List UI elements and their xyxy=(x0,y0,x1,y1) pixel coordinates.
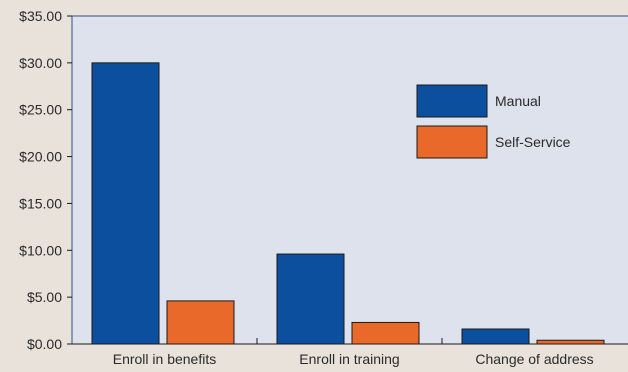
legend: Manual Self-Service xyxy=(416,84,571,159)
y-tick-label: $30.00 xyxy=(19,55,62,71)
y-tick-label: $5.00 xyxy=(27,289,62,305)
legend-swatch-self-service xyxy=(416,125,488,159)
bar-manual-enroll-in-benefits xyxy=(91,62,160,345)
y-tick-label: $10.00 xyxy=(19,242,62,258)
plot-area xyxy=(72,16,628,344)
legend-label: Manual xyxy=(495,93,541,109)
x-tick-label: Enroll in benefits xyxy=(113,351,217,367)
y-tick-label: $0.00 xyxy=(27,336,62,352)
bar-manual-enroll-in-training xyxy=(276,253,345,345)
x-tick-label: Enroll in training xyxy=(299,351,399,367)
bars-group xyxy=(91,62,605,345)
y-tick-label: $20.00 xyxy=(19,149,62,165)
legend-label: Self-Service xyxy=(495,134,571,150)
y-tick-label: $25.00 xyxy=(19,102,62,118)
legend-swatch-manual xyxy=(416,84,488,118)
bar-self-service-enroll-in-benefits xyxy=(166,300,235,345)
y-tick-labels: $0.00 $5.00 $10.00 $15.00 $20.00 $25.00 $30.00… xyxy=(19,8,62,352)
x-tick-label: Change of address xyxy=(475,351,593,367)
y-tick-label: $15.00 xyxy=(19,195,62,211)
bar-manual-change-of-address xyxy=(461,328,530,345)
bar-self-service-enroll-in-training xyxy=(351,321,420,345)
bar-self-service-change-of-address xyxy=(536,339,605,345)
y-tick-label: $35.00 xyxy=(19,8,62,24)
axes-group xyxy=(67,15,628,345)
x-tick-labels: Enroll in benefits Enroll in training Chan… xyxy=(113,351,594,367)
